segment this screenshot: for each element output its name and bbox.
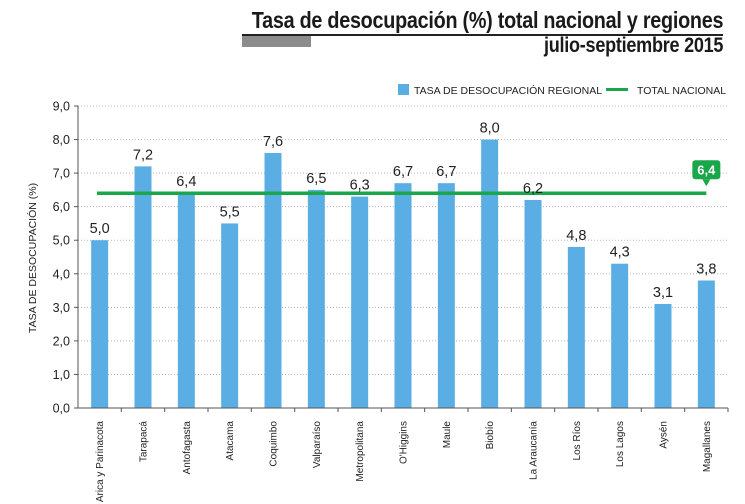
value-label: 6,7 — [393, 164, 413, 180]
national-line-group: 6,4 — [97, 160, 721, 195]
value-label: 7,6 — [263, 134, 283, 150]
value-label: 3,1 — [653, 285, 673, 301]
chart-subtitle: julio-septiembre 2015 — [543, 34, 724, 57]
value-label: 6,5 — [306, 171, 326, 187]
national-callout-pointer — [702, 179, 711, 187]
title-accent-bar — [242, 36, 311, 47]
legend-line-label: TOTAL NACIONAL — [637, 85, 726, 97]
legend-bar-swatch — [398, 84, 409, 95]
x-tick-label: Coquimbo — [269, 421, 280, 467]
y-tick-label: 2,0 — [53, 334, 70, 348]
legend: TASA DE DESOCUPACIÓN REGIONAL TOTAL NACI… — [398, 84, 726, 97]
y-tick-label: 5,0 — [53, 234, 70, 248]
x-tick-label: Arica y Parinacota — [95, 421, 106, 503]
bars — [91, 139, 715, 409]
value-label: 6,3 — [350, 178, 370, 194]
bar — [524, 199, 542, 408]
y-tick-label: 7,0 — [53, 167, 70, 181]
value-label: 3,8 — [696, 261, 716, 277]
y-tick-label: 0,0 — [53, 402, 70, 416]
value-label: 5,0 — [90, 221, 110, 237]
x-tick-label: Tarapacá — [139, 421, 150, 463]
value-label: 5,5 — [220, 204, 240, 220]
y-tick-label: 4,0 — [53, 267, 70, 281]
y-tick-label: 9,0 — [53, 100, 70, 114]
bar — [567, 246, 585, 408]
bar — [307, 189, 325, 408]
y-tick-label: 1,0 — [53, 368, 70, 382]
bar — [221, 223, 239, 408]
y-tick-label: 8,0 — [53, 133, 70, 147]
bar — [611, 263, 629, 408]
x-tick-label: La Araucanía — [529, 421, 540, 480]
bar — [394, 183, 412, 408]
x-tick-label: Magallanes — [702, 421, 713, 472]
axes — [77, 106, 728, 409]
x-tick-label: Atacama — [225, 421, 236, 461]
x-tick-label: O'Higgins — [399, 421, 410, 464]
x-tick-label: Antofagasta — [182, 421, 193, 475]
value-label: 6,7 — [436, 164, 456, 180]
bar — [481, 139, 499, 409]
value-label: 6,2 — [523, 181, 543, 197]
x-tick-label: Los Lagos — [615, 421, 626, 467]
national-callout-label: 6,4 — [697, 163, 716, 178]
chart-title-block: Tasa de desocupación (%) total nacional … — [175, 6, 724, 58]
legend-bar-label: TASA DE DESOCUPACIÓN REGIONAL — [414, 84, 602, 97]
chart-title: Tasa de desocupación (%) total nacional … — [251, 7, 724, 33]
x-tick-label: Maule — [442, 421, 453, 449]
value-label: 4,8 — [566, 228, 586, 244]
national-callout-box — [692, 160, 721, 180]
x-tick-label: Biobío — [485, 421, 496, 450]
bar — [697, 280, 715, 408]
bar — [351, 196, 369, 408]
bar — [134, 166, 152, 408]
x-axis-labels: Arica y Parinacota Tarapacá Antofagasta Ata… — [95, 408, 729, 503]
bar — [177, 193, 195, 408]
y-axis-label: TASA DE DESOCUPACIÓN (%) — [26, 183, 39, 333]
y-tick-label: 3,0 — [53, 301, 70, 315]
x-tick-label: Valparaíso — [312, 421, 323, 469]
x-tick-label: Metropolitana — [355, 421, 366, 482]
x-tick-label: Los Ríos — [572, 421, 583, 460]
value-label: 6,4 — [176, 174, 196, 190]
value-label: 7,2 — [133, 147, 153, 163]
y-axis-ticks: 0,0 1,0 2,0 3,0 4,0 5,0 6,0 7,0 8,0 9,0 — [53, 100, 78, 416]
x-tick-label: Aysén — [659, 421, 670, 449]
bar — [91, 240, 109, 408]
bar — [437, 183, 455, 408]
bar — [264, 152, 282, 408]
title-rule — [242, 34, 723, 36]
value-label: 8,0 — [480, 121, 500, 137]
y-tick-label: 6,0 — [53, 200, 70, 214]
value-labels: 5,0 7,2 6,4 5,5 7,6 6,5 6,3 6,7 6,7 8,0 6,2 4,8 4,3 3… — [90, 121, 717, 301]
bar — [654, 303, 672, 408]
value-label: 4,3 — [610, 245, 630, 261]
